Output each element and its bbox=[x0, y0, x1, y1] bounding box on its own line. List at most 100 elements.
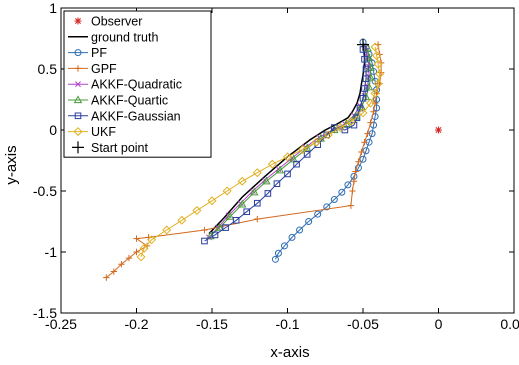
point-gpf-20 bbox=[133, 235, 140, 242]
point-ukf-14 bbox=[267, 159, 277, 169]
point-akkf-quartic-13 bbox=[275, 165, 285, 174]
point-akkf-gaussian-13 bbox=[303, 151, 311, 158]
x-tick-label: 0 bbox=[435, 316, 443, 332]
legend-box bbox=[63, 10, 212, 158]
point-gpf-12 bbox=[355, 158, 362, 165]
point-akkf-quartic-14 bbox=[262, 176, 271, 185]
legend-marker-akkf-quadratic bbox=[75, 81, 81, 88]
point-pf-14 bbox=[359, 155, 367, 163]
point-ukf-12 bbox=[298, 145, 308, 155]
series-start-point bbox=[357, 38, 369, 51]
legend-label-akkf-quartic: AKKF-Quartic bbox=[91, 94, 168, 108]
x-tick-label: -0.25 bbox=[45, 316, 77, 332]
point-pf-26 bbox=[274, 249, 282, 257]
point-ukf-10 bbox=[323, 130, 333, 140]
x-axis-label: x-axis bbox=[270, 344, 309, 361]
series-line-ukf bbox=[140, 46, 381, 258]
point-akkf-quartic-18 bbox=[215, 222, 224, 231]
point-pf-21 bbox=[314, 210, 322, 218]
point-ukf-6 bbox=[366, 98, 376, 108]
point-gpf-22 bbox=[133, 248, 140, 256]
point-gpf-18 bbox=[201, 226, 208, 234]
point-pf-8 bbox=[373, 104, 381, 112]
point-akkf-gaussian-15 bbox=[284, 170, 291, 178]
point-akkf-gaussian-21 bbox=[222, 224, 229, 231]
legend-entry-ground-truth: ground truth bbox=[68, 30, 158, 44]
point-pf-13 bbox=[362, 147, 370, 155]
point-pf-17 bbox=[344, 181, 352, 189]
series-line-akkf-gaussian bbox=[204, 49, 367, 242]
point-akkf-quartic-16 bbox=[237, 199, 247, 208]
legend-label-ground-truth: ground truth bbox=[91, 30, 158, 44]
point-gpf-10 bbox=[361, 139, 368, 146]
point-gpf-6 bbox=[371, 99, 379, 107]
point-gpf-9 bbox=[364, 130, 371, 137]
point-gpf-11 bbox=[358, 148, 365, 156]
x-tick-label: 0.05 bbox=[500, 316, 519, 332]
point-akkf-gaussian-2 bbox=[362, 65, 370, 73]
point-ukf-20 bbox=[177, 215, 187, 225]
point-ukf-8 bbox=[346, 116, 356, 126]
point-akkf-quartic-15 bbox=[250, 187, 259, 196]
legend-marker-akkf-gaussian bbox=[74, 112, 82, 120]
point-ukf-23 bbox=[139, 243, 149, 253]
point-akkf-gaussian-1 bbox=[361, 55, 368, 63]
point-pf-27 bbox=[271, 255, 279, 263]
point-akkf-gaussian-14 bbox=[293, 160, 300, 168]
point-gpf-7 bbox=[370, 108, 377, 115]
point-ukf-19 bbox=[192, 206, 202, 216]
point-gpf-13 bbox=[352, 168, 359, 175]
point-akkf-gaussian-17 bbox=[264, 190, 272, 197]
legend-label-pf: PF bbox=[91, 46, 107, 60]
point-akkf-quartic-17 bbox=[225, 211, 235, 220]
point-gpf-23 bbox=[125, 254, 133, 262]
y-tick-label: 1 bbox=[49, 0, 57, 16]
series-line-pf bbox=[274, 41, 378, 260]
point-akkf-gaussian-16 bbox=[273, 180, 281, 187]
point-start-point-0 bbox=[357, 38, 369, 51]
point-ukf-7 bbox=[358, 108, 368, 118]
point-akkf-gaussian-7 bbox=[353, 114, 361, 122]
point-akkf-gaussian-23 bbox=[201, 237, 208, 245]
point-gpf-17 bbox=[254, 215, 261, 223]
point-ukf-3 bbox=[375, 69, 385, 79]
point-pf-24 bbox=[288, 233, 296, 241]
y-tick-label: 0 bbox=[49, 122, 57, 138]
point-ukf-21 bbox=[162, 225, 172, 235]
x-tick-label: -0.1 bbox=[275, 316, 299, 332]
legend-marker-start-point bbox=[72, 141, 84, 154]
y-tick-label: 0.5 bbox=[38, 61, 58, 77]
series-ukf bbox=[136, 42, 385, 262]
point-ukf-24 bbox=[136, 252, 146, 262]
point-ukf-1 bbox=[372, 51, 382, 61]
point-ukf-9 bbox=[335, 123, 345, 133]
legend-marker-observer bbox=[74, 17, 82, 25]
point-ukf-0 bbox=[370, 42, 380, 52]
legend-entry-akkf-gaussian: AKKF-Gaussian bbox=[68, 109, 181, 123]
y-tick-label: -1.5 bbox=[33, 305, 57, 321]
legend-label-akkf-gaussian: AKKF-Gaussian bbox=[91, 109, 181, 123]
point-pf-18 bbox=[338, 188, 346, 196]
point-observer-0 bbox=[435, 126, 442, 134]
point-ukf-16 bbox=[237, 176, 247, 186]
point-ukf-15 bbox=[252, 168, 262, 178]
point-ukf-4 bbox=[373, 79, 383, 89]
x-tick-label: -0.05 bbox=[347, 316, 379, 332]
point-akkf-gaussian-4 bbox=[361, 85, 368, 92]
legend-label-observer: Observer bbox=[91, 15, 142, 29]
legend-entry-akkf-quadratic: AKKF-Quadratic bbox=[68, 78, 182, 92]
legend-label-ukf: UKF bbox=[91, 125, 116, 139]
point-pf-25 bbox=[280, 242, 288, 250]
y-axis-label: y-axis bbox=[3, 145, 20, 184]
point-ukf-18 bbox=[207, 196, 217, 206]
point-akkf-gaussian-3 bbox=[362, 75, 370, 83]
y-tick-label: -1 bbox=[45, 244, 58, 260]
legend-entry-akkf-quartic: AKKF-Quartic bbox=[68, 94, 168, 108]
legend-entry-ukf: UKF bbox=[68, 125, 116, 139]
point-pf-22 bbox=[305, 218, 313, 225]
legend-entry-gpf: GPF bbox=[68, 62, 117, 76]
point-ukf-5 bbox=[370, 88, 380, 98]
point-akkf-gaussian-22 bbox=[211, 231, 219, 239]
